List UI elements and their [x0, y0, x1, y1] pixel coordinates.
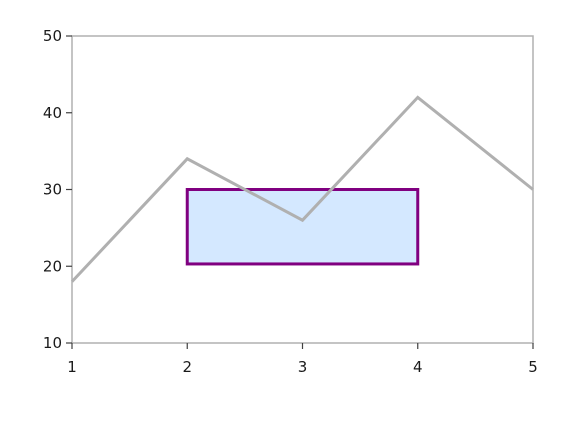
y-tick-label-0: 10 [43, 334, 62, 352]
y-tick-label-1: 20 [43, 257, 62, 275]
y-tick-label-2: 30 [43, 181, 62, 199]
x-tick-label-4: 5 [528, 358, 538, 376]
highlight-rectangle-0 [185, 188, 420, 266]
y-axis: 10 20 30 40 50 [43, 27, 72, 352]
y-tick-label-4: 50 [43, 27, 62, 45]
series-line-0 [70, 95, 534, 283]
annotation-layer [185, 188, 420, 266]
y-tick-label-3: 40 [43, 104, 62, 122]
x-tick-label-3: 4 [413, 358, 423, 376]
x-axis: 1 2 3 4 5 [67, 343, 538, 376]
series-layer [70, 95, 534, 283]
x-tick-label-0: 1 [67, 358, 77, 376]
x-tick-label-2: 3 [298, 358, 308, 376]
x-tick-label-1: 2 [182, 358, 192, 376]
